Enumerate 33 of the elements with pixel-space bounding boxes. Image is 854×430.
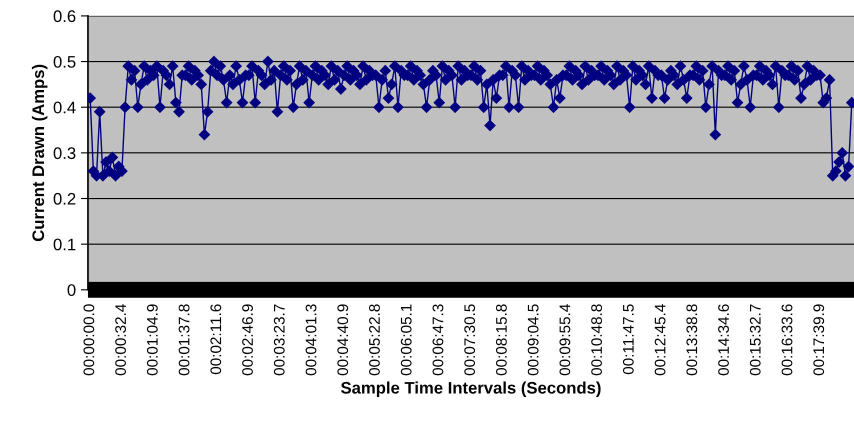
x-tick-label: 00:02:46.9	[242, 304, 253, 376]
x-tick-label: 00:00:00.0	[83, 304, 94, 376]
y-tick-label: 0.2	[54, 192, 76, 205]
x-tick-label: 00:13:38.8	[686, 304, 698, 376]
x-tick-label: 00:06:05.1	[400, 304, 412, 376]
y-tick-label: 0.5	[54, 56, 76, 68]
y-tick-label: 0.3	[54, 147, 76, 160]
y-tick-label: 0.1	[54, 238, 76, 250]
x-tick-label: 00:16:33.6	[782, 304, 792, 376]
x-tick-label: 00:01:04.9	[146, 304, 158, 376]
x-tick-label: 00:06:47.3	[432, 304, 444, 376]
x-tick-label: 00:09:55.4	[559, 304, 570, 376]
x-tick-label: 00:08:15.8	[496, 304, 507, 376]
y-tick-label: 0	[68, 284, 76, 296]
x-tick-label: 00:11:47.5	[622, 304, 634, 374]
x-tick-label: 00:07:30.5	[464, 304, 476, 376]
x-tick-label: 00:15:32.7	[750, 304, 761, 376]
x-tick-label: 00:09:04.5	[528, 304, 539, 376]
x-axis-title: Sample Time Intervals (Seconds)	[341, 381, 601, 398]
y-axis-title: Current Drawn (Amps)	[32, 64, 48, 242]
x-tick-label: 00:10:48.8	[591, 304, 602, 376]
x-tick-label: 00:04:40.9	[337, 304, 348, 376]
x-tick-label: 00:01:37.8	[178, 304, 190, 376]
x-tick-label: 00:00:32.4	[115, 304, 126, 376]
y-tick-label: 0.6	[54, 10, 76, 22]
x-tick-label: 00:14:34.6	[718, 304, 729, 376]
x-tick-label: 00:05:22.8	[369, 304, 380, 376]
y-tick-label: 0.4	[54, 102, 76, 114]
x-tick-label: 00:02:11.6	[210, 304, 222, 374]
x-tick-label: 00:17:39.9	[813, 304, 824, 376]
x-tick-label: 00:03:23.7	[274, 304, 285, 376]
x-tick-label: 00:12:45.4	[654, 304, 666, 376]
x-tick-label: 00:04:01.3	[306, 304, 316, 376]
